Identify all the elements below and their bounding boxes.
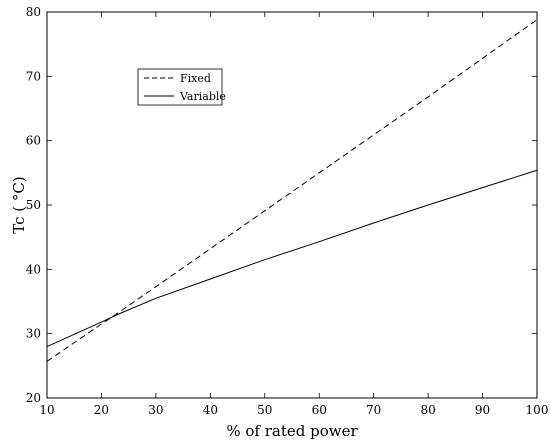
x-tick-label: 90 (475, 403, 490, 417)
legend: Fixed Variable (137, 68, 226, 106)
x-tick-label: 10 (39, 403, 54, 417)
x-tick-label: 70 (366, 403, 381, 417)
x-tick-label: 20 (94, 403, 109, 417)
y-tick-label: 30 (26, 327, 41, 341)
x-axis-label: % of rated power (226, 422, 358, 440)
x-tick-label: 40 (203, 403, 218, 417)
legend-box (137, 68, 223, 106)
y-tick-label: 60 (26, 134, 41, 148)
y-tick-label: 40 (26, 262, 41, 276)
plot-area (46, 11, 538, 399)
series-line-variable (46, 169, 538, 347)
legend-label-fixed: Fixed (180, 72, 211, 85)
y-axis-label: Tc ( °C) (10, 176, 28, 233)
x-tick-label: 50 (257, 403, 272, 417)
y-tick-label: 80 (26, 5, 41, 19)
y-tick-label: 50 (26, 198, 41, 212)
legend-label-variable: Variable (179, 90, 226, 103)
series-layer (46, 19, 538, 362)
x-tick-label: 100 (526, 403, 549, 417)
x-tick-label: 60 (312, 403, 327, 417)
y-tick-label: 70 (26, 69, 41, 83)
y-tick-label: 20 (26, 391, 41, 405)
x-tick-label: 30 (148, 403, 163, 417)
x-tick-label: 80 (420, 403, 435, 417)
series-line-fixed (46, 19, 538, 362)
